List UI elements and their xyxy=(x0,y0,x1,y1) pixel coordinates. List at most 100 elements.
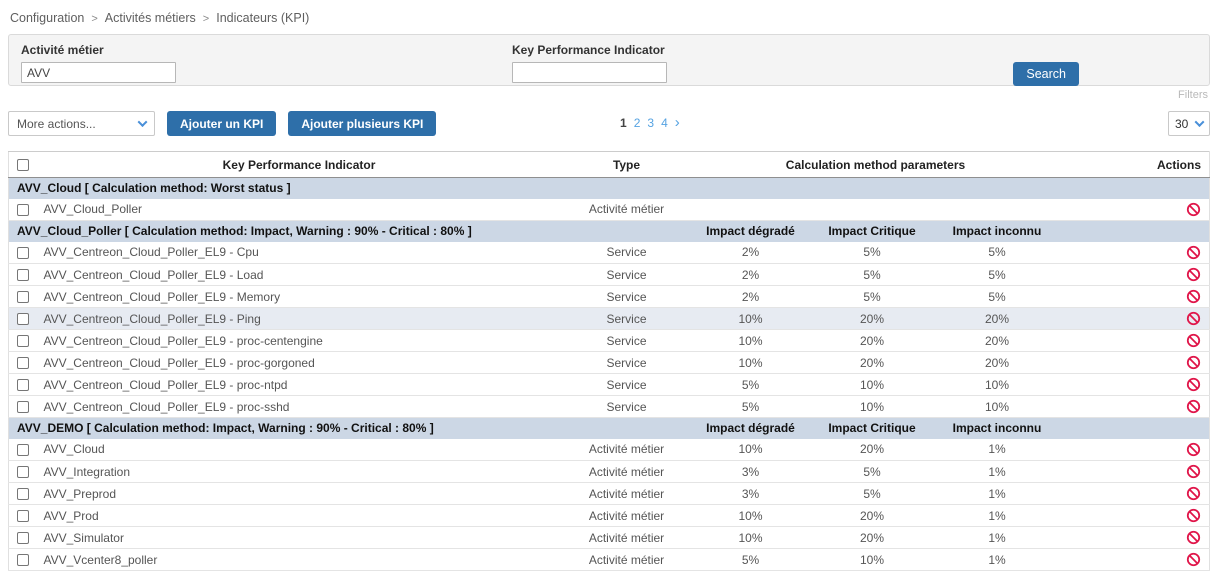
business-activity-input[interactable] xyxy=(21,62,176,83)
chevron-down-icon xyxy=(137,117,148,128)
row-checkbox[interactable] xyxy=(17,379,29,392)
kpi-name[interactable]: AVV_Preprod xyxy=(36,482,562,505)
ban-icon[interactable] xyxy=(1186,464,1201,479)
kpi-name[interactable]: AVV_Centreon_Cloud_Poller_EL9 - proc-ntp… xyxy=(36,373,562,396)
kpi-type: Service xyxy=(561,307,692,330)
kpi-name[interactable]: AVV_Centreon_Cloud_Poller_EL9 - proc-gor… xyxy=(36,351,562,374)
impact-critical-value: 5% xyxy=(809,263,935,286)
ban-icon[interactable] xyxy=(1186,530,1201,545)
row-checkbox[interactable] xyxy=(17,335,29,348)
row-checkbox[interactable] xyxy=(17,269,29,282)
toolbar: More actions... Ajouter un KPI Ajouter p… xyxy=(8,111,1210,136)
add-kpi-button[interactable]: Ajouter un KPI xyxy=(167,111,277,136)
impact-degraded-value: 10% xyxy=(691,526,810,549)
kpi-name[interactable]: AVV_Cloud xyxy=(36,438,562,461)
row-checkbox[interactable] xyxy=(17,357,29,370)
impact-critical-value: 10% xyxy=(809,395,935,418)
kpi-type: Service xyxy=(561,241,692,264)
row-actions-cell xyxy=(1059,526,1210,549)
ban-icon[interactable] xyxy=(1186,442,1201,457)
group-label: AVV_Cloud [ Calculation method: Worst st… xyxy=(8,177,692,199)
row-actions-cell xyxy=(1059,460,1210,483)
row-checkbox[interactable] xyxy=(17,247,29,260)
add-multiple-kpi-button[interactable]: Ajouter plusieurs KPI xyxy=(288,111,437,136)
kpi-name[interactable]: AVV_Prod xyxy=(36,504,562,527)
ban-icon[interactable] xyxy=(1186,202,1201,217)
select-all-checkbox[interactable] xyxy=(17,159,29,172)
row-checkbox[interactable] xyxy=(17,510,29,523)
pagination: 1 2 3 4 › xyxy=(620,114,680,131)
impact-unknown-value: 1% xyxy=(934,526,1060,549)
pagination-page[interactable]: 4 xyxy=(661,116,668,130)
row-actions-cell xyxy=(1059,329,1210,352)
row-checkbox[interactable] xyxy=(17,401,29,414)
row-checkbox[interactable] xyxy=(17,444,29,457)
pagination-page[interactable]: 1 xyxy=(620,116,627,130)
ban-icon[interactable] xyxy=(1186,333,1201,348)
kpi-name[interactable]: AVV_Centreon_Cloud_Poller_EL9 - Cpu xyxy=(36,241,562,264)
kpi-name[interactable]: AVV_Integration xyxy=(36,460,562,483)
breadcrumb-item[interactable]: Indicateurs (KPI) xyxy=(216,11,310,25)
row-checkbox[interactable] xyxy=(17,532,29,545)
impact-degraded-value: 2% xyxy=(691,263,810,286)
more-actions-select[interactable]: More actions... xyxy=(8,111,155,136)
kpi-name[interactable]: AVV_Vcenter8_poller xyxy=(36,548,562,571)
search-button[interactable]: Search xyxy=(1013,62,1079,86)
ban-icon[interactable] xyxy=(1186,399,1201,414)
business-activity-label: Activité métier xyxy=(21,43,104,57)
row-actions-cell xyxy=(1059,307,1210,330)
ban-icon[interactable] xyxy=(1186,377,1201,392)
kpi-type: Activité métier xyxy=(561,548,692,571)
impact-critical-value: 20% xyxy=(809,307,935,330)
breadcrumb-item[interactable]: Configuration xyxy=(10,11,85,25)
row-checkbox[interactable] xyxy=(17,466,29,479)
pagination-next-icon[interactable]: › xyxy=(674,114,680,131)
kpi-name[interactable]: AVV_Centreon_Cloud_Poller_EL9 - Ping xyxy=(36,307,562,330)
kpi-name[interactable]: AVV_Centreon_Cloud_Poller_EL9 - Memory xyxy=(36,285,562,308)
row-checkbox[interactable] xyxy=(17,488,29,501)
table-row: AVV_Cloud Activité métier 10% 20% 1% xyxy=(8,438,1210,461)
impact-column-header: Impact dégradé xyxy=(691,417,810,439)
impact-degraded-value: 2% xyxy=(691,241,810,264)
impact-critical-value: 10% xyxy=(809,548,935,571)
more-actions-label: More actions... xyxy=(17,116,96,131)
breadcrumb-item[interactable]: Activités métiers xyxy=(104,11,196,25)
row-checkbox[interactable] xyxy=(17,291,29,304)
group-actions-cell xyxy=(1059,177,1210,199)
impact-degraded-value: 3% xyxy=(691,482,810,505)
impact-column-header: Impact Critique xyxy=(809,220,935,242)
impact-column-header xyxy=(934,177,1060,199)
row-checkbox[interactable] xyxy=(17,554,29,567)
impact-unknown-value: 1% xyxy=(934,548,1060,571)
ban-icon[interactable] xyxy=(1186,311,1201,326)
pagination-page[interactable]: 3 xyxy=(647,116,655,130)
row-checkbox[interactable] xyxy=(17,204,29,217)
filters-label[interactable]: Filters xyxy=(1178,89,1208,101)
ban-icon[interactable] xyxy=(1186,508,1201,523)
impact-critical-value: 20% xyxy=(809,351,935,374)
impact-critical-value: 20% xyxy=(809,329,935,352)
kpi-type: Service xyxy=(561,395,692,418)
ban-icon[interactable] xyxy=(1186,486,1201,501)
ban-icon[interactable] xyxy=(1186,289,1201,304)
page-size-select[interactable]: 30 xyxy=(1168,111,1210,136)
kpi-name[interactable]: AVV_Simulator xyxy=(36,526,562,549)
kpi-filter-input[interactable] xyxy=(512,62,667,83)
table-header-row: Key Performance Indicator Type Calculati… xyxy=(8,151,1210,178)
row-checkbox[interactable] xyxy=(17,313,29,326)
impact-critical-value: 20% xyxy=(809,438,935,461)
ban-icon[interactable] xyxy=(1186,245,1201,260)
kpi-name[interactable]: AVV_Centreon_Cloud_Poller_EL9 - proc-ssh… xyxy=(36,395,562,418)
page-size-value: 30 xyxy=(1175,116,1189,131)
impact-unknown-value: 20% xyxy=(934,351,1060,374)
kpi-name[interactable]: AVV_Centreon_Cloud_Poller_EL9 - proc-cen… xyxy=(36,329,562,352)
kpi-name[interactable]: AVV_Centreon_Cloud_Poller_EL9 - Load xyxy=(36,263,562,286)
ban-icon[interactable] xyxy=(1186,355,1201,370)
breadcrumb-separator: > xyxy=(91,13,98,25)
pagination-page[interactable]: 2 xyxy=(633,116,641,130)
impact-degraded-value: 10% xyxy=(691,438,810,461)
row-actions-cell xyxy=(1059,482,1210,505)
ban-icon[interactable] xyxy=(1186,552,1201,567)
kpi-name[interactable]: AVV_Cloud_Poller xyxy=(36,198,562,221)
ban-icon[interactable] xyxy=(1186,267,1201,282)
